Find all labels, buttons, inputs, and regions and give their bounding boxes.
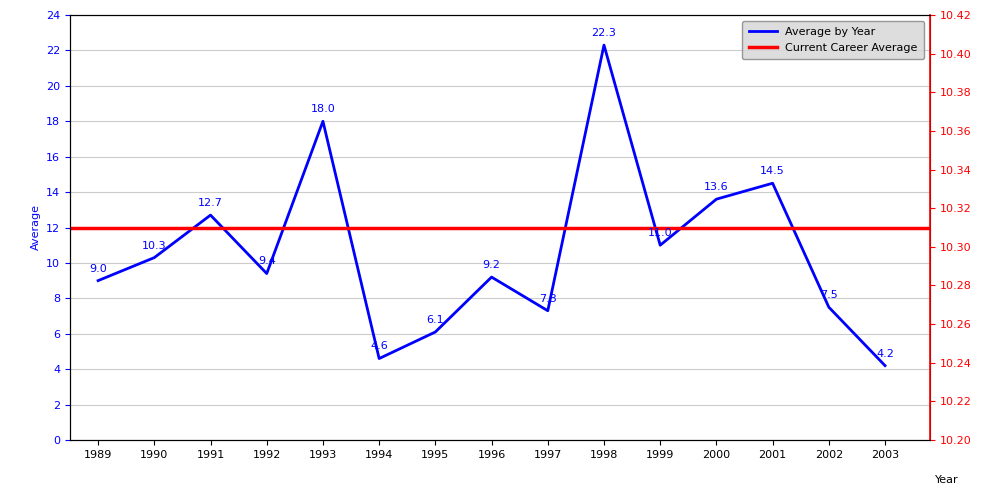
Average by Year — [486, 274, 498, 280]
Line: Average by Year: Average by Year — [98, 45, 885, 366]
Average by Year — [710, 196, 722, 202]
Text: 22.3: 22.3 — [592, 28, 616, 38]
Text: 7.3: 7.3 — [539, 294, 557, 304]
Text: 13.6: 13.6 — [704, 182, 729, 192]
Average by Year — [879, 362, 891, 368]
Text: 12.7: 12.7 — [198, 198, 223, 208]
Average by Year — [823, 304, 835, 310]
Text: 18.0: 18.0 — [311, 104, 335, 114]
Average by Year — [542, 308, 554, 314]
Average by Year — [429, 329, 441, 335]
Average by Year — [654, 242, 666, 248]
Average by Year — [598, 42, 610, 48]
Text: 11.0: 11.0 — [648, 228, 673, 238]
Legend: Average by Year, Current Career Average: Average by Year, Current Career Average — [742, 20, 924, 59]
Text: 4.2: 4.2 — [876, 348, 894, 358]
Average by Year — [205, 212, 217, 218]
Text: 4.6: 4.6 — [370, 342, 388, 351]
Average by Year — [148, 254, 160, 260]
Average by Year — [767, 180, 779, 186]
Y-axis label: Average: Average — [30, 204, 40, 250]
Average by Year — [373, 356, 385, 362]
Text: Year: Year — [935, 475, 959, 485]
Text: 9.4: 9.4 — [258, 256, 276, 266]
Text: 9.2: 9.2 — [483, 260, 501, 270]
Text: 9.0: 9.0 — [89, 264, 107, 274]
Text: 14.5: 14.5 — [760, 166, 785, 176]
Average by Year — [317, 118, 329, 124]
Text: 7.5: 7.5 — [820, 290, 838, 300]
Text: 6.1: 6.1 — [427, 315, 444, 325]
Average by Year — [261, 270, 273, 276]
Average by Year — [92, 278, 104, 283]
Text: 10.3: 10.3 — [142, 240, 167, 250]
